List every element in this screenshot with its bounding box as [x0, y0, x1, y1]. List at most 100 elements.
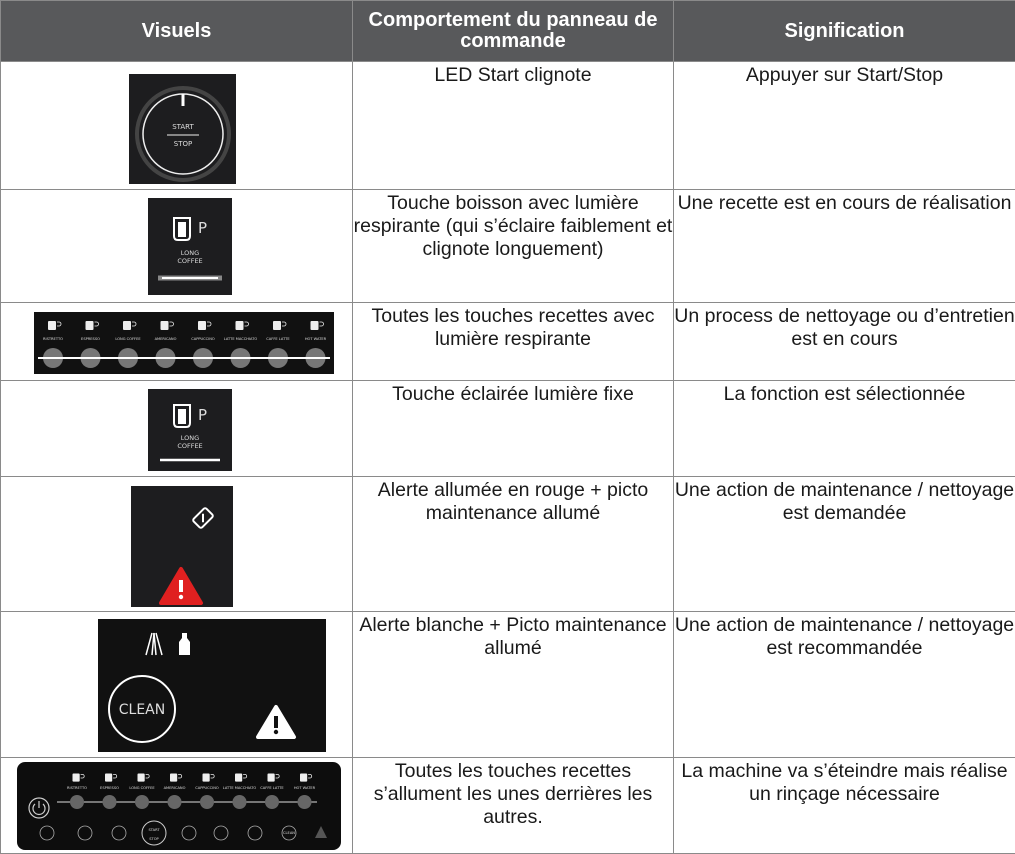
panel-label: LONG: [181, 434, 199, 442]
behavior-cell: LED Start clignote: [352, 61, 674, 190]
recipe-label: AMERICANO: [155, 337, 177, 341]
header-row: Visuels Comportement du panneau de comma…: [0, 0, 1015, 62]
start-panel: START STOP: [129, 74, 236, 184]
recipe-button: [200, 795, 214, 809]
header-cell: Signification: [673, 0, 1015, 62]
cup-icon: [132, 321, 137, 327]
behavior-cell: Toutes les touches recettes s’allument l…: [352, 757, 674, 854]
cup-icon: [169, 321, 174, 327]
function-button: [181, 825, 197, 841]
behavior-cell: Toutes les touches recettes avec lumière…: [352, 302, 674, 381]
cup-icon: [94, 321, 99, 327]
cup-icon: [267, 773, 275, 782]
behavior-cell: Alerte blanche + Picto maintenance allum…: [352, 611, 674, 758]
visual-cell: START STOP: [0, 61, 353, 190]
svg-text:P: P: [198, 406, 207, 424]
cup-icon: [210, 774, 215, 779]
cup-icon: [57, 321, 62, 327]
cup-icon: [243, 774, 248, 779]
cup-icon: [300, 773, 308, 782]
recipes-panel: RISTRETTO ESPRESSO LONG COFFEE AMERICANO CAP…: [34, 312, 334, 374]
cup-icon: [198, 321, 206, 330]
cup-icon: [202, 773, 210, 782]
recipe-label: CAFFE LATTE: [266, 337, 290, 341]
panel-label: STOP: [174, 140, 192, 148]
cup-icon: [137, 773, 145, 782]
function-button: [77, 825, 93, 841]
meaning-cell: Une recette est en cours de réalisation: [673, 189, 1015, 303]
panel-label: COFFEE: [177, 442, 202, 450]
function-button: [281, 825, 297, 841]
long-coffee-panel: P LONG COFFEE: [148, 389, 232, 471]
row: P LONG COFFEE Touche boisson avec lumièr…: [0, 189, 1015, 303]
cup-icon: [48, 321, 56, 330]
panel-label: CLEAN: [119, 702, 165, 718]
recipe-label: CAPPUCCINO: [195, 786, 219, 790]
recipe-button: [102, 795, 117, 809]
panel-label: CLEAN: [283, 831, 295, 835]
behavior-cell: Touche boisson avec lumière respirante (…: [352, 189, 674, 303]
cup-icon: [160, 321, 169, 330]
alert-icon: [315, 826, 327, 838]
clean-panel: CLEAN: [98, 619, 326, 752]
recipe-label: CAPPUCCINO: [191, 337, 215, 341]
cup-icon: [80, 774, 85, 779]
visual-cell: CLEAN: [0, 611, 353, 758]
visual-cell: P LONG COFFEE: [0, 380, 353, 477]
function-button: [247, 825, 263, 841]
recipe-label: CAFFE LATTE: [260, 786, 284, 790]
row: START STOP LED Start clignote Appuyer su…: [0, 61, 1015, 190]
recipe-label: LATTE MACCHIATO: [224, 337, 258, 341]
header-cell: Visuels: [0, 0, 353, 62]
cup-icon: [273, 321, 281, 330]
meaning-cell: La machine va s’éteindre mais réalise un…: [673, 757, 1015, 854]
visual-cell: RISTRETTO ESPRESSO LONG COFFEE AMERICANO CAP…: [0, 302, 353, 381]
recipe-label: RISTRETTO: [67, 786, 87, 790]
recipe-button: [297, 795, 312, 809]
panel-label: COFFEE: [177, 257, 202, 265]
behavior-cell: Touche éclairée lumière fixe: [352, 380, 674, 477]
recipe-button: [167, 795, 182, 809]
recipe-label: LATTE MACCHIATO: [223, 786, 257, 790]
row: CLEAN Alerte blanche + Picto maintenance…: [0, 611, 1015, 758]
row: P LONG COFFEE Touche éclairée lumière fi…: [0, 380, 1015, 477]
cup-icon: [85, 321, 94, 330]
cup-icon: [319, 321, 324, 327]
cup-icon: [308, 774, 313, 779]
cup-icon: [235, 773, 243, 782]
cup-icon: [235, 321, 244, 330]
cup-icon: [113, 774, 118, 779]
cup-icon: [310, 321, 319, 330]
recipe-label: LONG COFFEE: [129, 786, 155, 790]
cup-icon: [145, 774, 150, 779]
header-cell: Comportement du panneau de commande: [352, 0, 674, 62]
recipe-label: ESPRESSO: [100, 786, 119, 790]
meaning-cell: Appuyer sur Start/Stop: [673, 61, 1015, 190]
cup-icon: [170, 773, 178, 782]
meaning-cell: La fonction est sélectionnée: [673, 380, 1015, 477]
recipe-label: RISTRETTO: [43, 337, 63, 341]
recipe-button: [70, 795, 84, 809]
recipe-label: AMERICANO: [164, 786, 186, 790]
visual-cell: P LONG COFFEE: [0, 189, 353, 303]
cup-icon: [72, 773, 80, 782]
recipe-button: [265, 795, 279, 809]
cup-icon: [178, 774, 183, 779]
row: Alerte allumée en rouge + picto maintena…: [0, 476, 1015, 612]
cup-icon: [207, 321, 212, 327]
visual-cell: [0, 476, 353, 612]
panel-label: START: [148, 828, 160, 832]
cup-icon: [123, 321, 131, 330]
function-button: [111, 825, 127, 841]
svg-text:P: P: [198, 219, 207, 237]
full-panel: RISTRETTO ESPRESSO LONG COFFEE AMERICANO CAP…: [17, 762, 341, 850]
cup-icon: [244, 321, 249, 327]
visual-cell: RISTRETTO ESPRESSO LONG COFFEE AMERICANO CAP…: [0, 757, 353, 854]
behavior-cell: Alerte allumée en rouge + picto maintena…: [352, 476, 674, 612]
function-button: [213, 825, 229, 841]
panel-label: STOP: [149, 837, 159, 841]
row: RISTRETTO ESPRESSO LONG COFFEE AMERICANO CAP…: [0, 302, 1015, 381]
row: RISTRETTO ESPRESSO LONG COFFEE AMERICANO CAP…: [0, 757, 1015, 854]
cup-icon: [282, 321, 287, 327]
recipe-button: [232, 795, 247, 809]
